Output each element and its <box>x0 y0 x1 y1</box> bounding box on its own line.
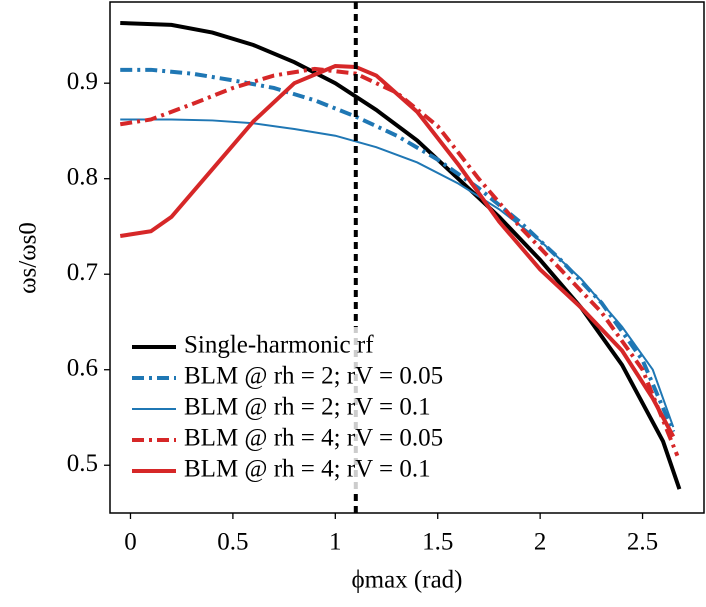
x-tick-label: 0.5 <box>217 529 248 556</box>
y-tick-label: 0.6 <box>67 354 98 381</box>
x-tick-label: 2 <box>534 529 547 556</box>
series-line <box>120 67 676 433</box>
x-tick-label: 1.5 <box>422 529 453 556</box>
x-axis-label: ϕmax (rad) <box>351 567 462 594</box>
y-tick-label: 0.9 <box>67 68 98 95</box>
y-tick-label: 0.7 <box>67 259 98 286</box>
x-tick-label: 1 <box>329 529 342 556</box>
legend-box <box>122 327 452 491</box>
y-axis-label: ωs/ωs0 <box>15 222 42 294</box>
x-tick-label: 0 <box>124 529 137 556</box>
legend-label: BLM @ rh = 2; rV = 0.05 <box>184 363 443 390</box>
legend-label: BLM @ rh = 4; rV = 0.05 <box>184 425 443 452</box>
plot-frame <box>109 1 705 514</box>
series-line <box>120 118 675 428</box>
series-line <box>120 21 682 490</box>
x-tick-label: 2.5 <box>627 529 658 556</box>
legend-label: BLM @ rh = 4; rV = 0.1 <box>184 456 431 483</box>
series-line <box>119 63 676 438</box>
y-tick-label: 0.8 <box>67 163 98 190</box>
legend-label: BLM @ rh = 2; rV = 0.1 <box>184 394 431 421</box>
legend-label: Single-harmonic rf <box>184 332 374 359</box>
y-tick-label: 0.5 <box>67 450 98 477</box>
